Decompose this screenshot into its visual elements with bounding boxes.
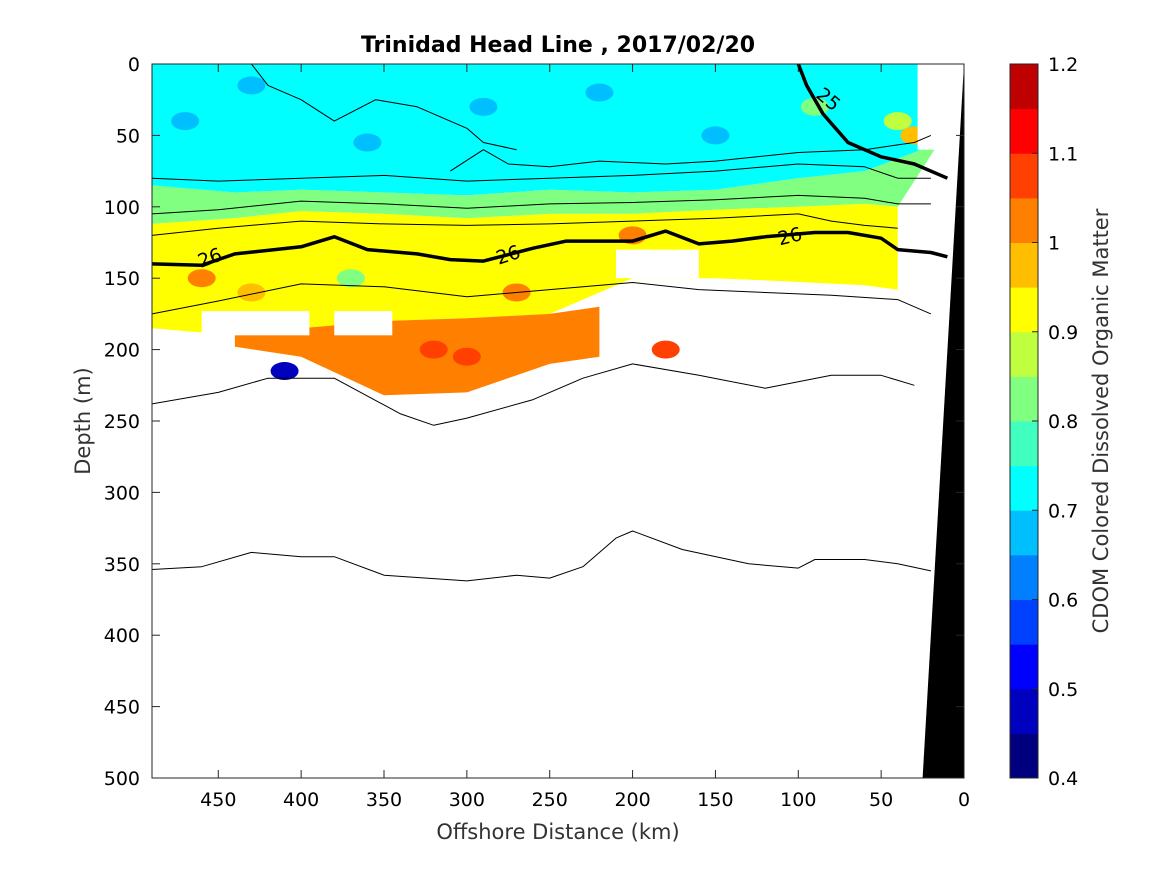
colorbar-swatch: [1010, 376, 1038, 422]
colorbar-swatch: [1010, 599, 1038, 645]
cdom-patch: [701, 126, 730, 145]
cdom-band-surface: [152, 64, 964, 196]
cdom-patch: [452, 347, 481, 366]
colorbar-swatch: [1010, 242, 1038, 288]
cdom-patch: [651, 340, 680, 359]
missing-data-region: [334, 311, 393, 336]
cdom-patch: [187, 269, 216, 288]
missing-data-region: [917, 64, 964, 150]
colorbar-swatch: [1010, 197, 1038, 243]
isopycnal-line: [152, 282, 932, 315]
cdom-patch: [171, 112, 200, 131]
cdom-patch: [403, 362, 432, 381]
missing-data-region: [616, 292, 699, 329]
colorbar-tick-label: 0.5: [1048, 679, 1078, 701]
cdom-patch: [353, 133, 382, 152]
cdom-patch: [469, 97, 498, 116]
x-tick-label: 0: [958, 789, 970, 811]
isopycnal-line: [152, 213, 898, 236]
x-tick-label: 350: [366, 789, 402, 811]
chart-title: Trinidad Head Line , 2017/02/20: [361, 33, 755, 58]
colorbar-swatch: [1010, 287, 1038, 333]
colorbar-tick-label: 0.4: [1048, 768, 1078, 790]
cdom-patch: [883, 112, 912, 131]
cdom-patch: [336, 269, 365, 288]
cdom-band-transition: [152, 142, 940, 224]
isopycnal-25: [796, 64, 949, 180]
isopycnal-line: [152, 363, 915, 426]
y-tick-label: 250: [104, 411, 140, 433]
colorbar: 0.4 0.5 0.6 0.7 0.8 0.9 1 1.1 1.2: [1009, 54, 1078, 790]
cdom-patch: [270, 362, 299, 381]
missing-data-region: [616, 249, 699, 279]
cdom-patch: [585, 83, 614, 102]
missing-data-region: [715, 285, 865, 350]
isopycnal-line: [152, 194, 931, 215]
colorbar-swatch: [1010, 465, 1038, 511]
x-tick-label: 200: [614, 789, 650, 811]
colorbar-swatch: [1010, 153, 1038, 199]
y-tick-label: 400: [104, 625, 140, 647]
x-tick-label: 250: [532, 789, 568, 811]
colorbar-swatch: [1010, 733, 1038, 779]
cdom-patch: [237, 76, 266, 95]
colorbar-tick-label: 1: [1048, 233, 1060, 255]
axes: 450 400 350 300 250 200 150 100 50 00501001502002…: [104, 54, 970, 811]
y-tick-label: 150: [104, 268, 140, 290]
cdom-patch: [237, 283, 266, 302]
plot-area: [152, 64, 964, 396]
colorbar-tick-label: 0.7: [1048, 500, 1078, 522]
colorbar-label: CDOM Colored Dissolved Organic Matter: [1089, 208, 1113, 633]
seafloor-topography: [922, 64, 964, 778]
colorbar-swatch: [1010, 421, 1038, 467]
x-tick-label: 150: [697, 789, 733, 811]
y-tick-label: 200: [104, 340, 140, 362]
colorbar-tick-label: 1.2: [1048, 54, 1078, 76]
y-tick-label: 350: [104, 554, 140, 576]
isopycnal-line: [251, 64, 517, 151]
colorbar-swatch: [1010, 688, 1038, 734]
missing-data-region: [201, 311, 310, 336]
colorbar-tick-label: 0.6: [1048, 590, 1078, 612]
y-tick-label: 500: [104, 768, 140, 790]
x-tick-label: 450: [200, 789, 236, 811]
y-tick-label: 100: [104, 197, 140, 219]
y-tick-label: 50: [116, 125, 140, 147]
y-tick-label: 300: [104, 482, 140, 504]
isopycnal-line: [450, 134, 932, 172]
y-tick-label: 0: [128, 54, 140, 76]
colorbar-tick-label: 0.9: [1048, 322, 1078, 344]
colorbar-swatch: [1010, 510, 1038, 556]
x-tick-label: 400: [283, 789, 319, 811]
cdom-patch: [419, 340, 448, 359]
y-tick-label: 450: [104, 697, 140, 719]
isopycnal-26: [152, 229, 948, 268]
isopycnal-line: [152, 163, 931, 182]
y-axis-label: Depth (m): [71, 367, 95, 474]
colorbar-tick-label: 0.8: [1048, 411, 1078, 433]
cdom-band-deep: [234, 306, 600, 396]
colorbar-swatch: [1010, 331, 1038, 377]
isopycnal-line: [152, 530, 932, 582]
colorbar-swatch: [1010, 554, 1038, 600]
x-tick-label: 300: [449, 789, 485, 811]
colorbar-tick-label: 1.1: [1048, 143, 1078, 165]
x-tick-label: 50: [869, 789, 893, 811]
colorbar-swatch: [1010, 644, 1038, 690]
x-tick-label: 100: [780, 789, 816, 811]
colorbar-swatch: [1010, 108, 1038, 154]
x-axis-label: Offshore Distance (km): [436, 820, 679, 844]
colorbar-swatch: [1010, 64, 1038, 110]
